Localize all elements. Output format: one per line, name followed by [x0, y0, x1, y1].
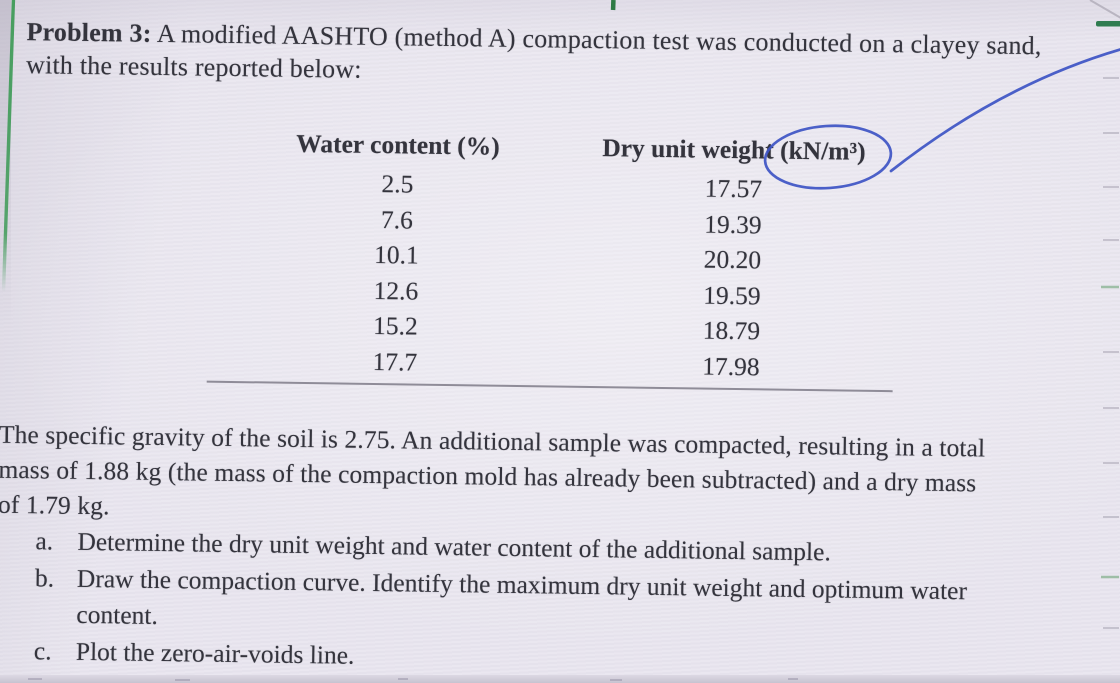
water-content-value: 2.5	[381, 169, 414, 199]
problem-paragraph: The specific gravity of the soil is 2.75…	[0, 417, 1104, 537]
task-list: a. Determine the dry unit weight and wat…	[34, 523, 1096, 683]
dry-unit-weight-value: 17.98	[702, 351, 760, 382]
problem-title: Problem 3: A modified AASHTO (method A) …	[26, 15, 1112, 96]
column-header-dry-unit-weight: Dry unit weight (kN/m³)	[602, 133, 866, 166]
problem-number-label: Problem 3:	[26, 17, 152, 48]
dry-unit-weight-value: 18.79	[702, 315, 761, 346]
task-marker: b.	[34, 562, 55, 593]
task-marker: c.	[33, 635, 52, 666]
dry-unit-weight-value: 19.39	[704, 209, 762, 239]
results-table-body: 2.5 17.57 7.6 19.39 10.1 20.20 12.6 19.5…	[220, 164, 895, 387]
water-content-value: 10.1	[373, 240, 419, 270]
water-content-value: 12.6	[373, 275, 419, 306]
dry-unit-weight-value: 19.59	[703, 280, 761, 311]
water-content-value: 15.2	[372, 311, 418, 341]
task-text: Plot the zero-air-voids line.	[75, 636, 355, 670]
task-marker-spacer	[34, 596, 77, 633]
screen-bottom-edge	[0, 675, 1120, 683]
task-text: content.	[76, 599, 159, 630]
column-header-water-content: Water content (%)	[296, 128, 500, 161]
dry-unit-weight-value: 20.20	[703, 244, 762, 275]
task-marker: a.	[35, 526, 54, 556]
water-content-value: 7.6	[380, 204, 414, 235]
dry-unit-weight-value: 17.57	[704, 173, 763, 204]
water-content-value: 17.7	[372, 346, 418, 377]
results-table-header: Water content (%) Dry unit weight (kN/m³…	[223, 128, 895, 167]
